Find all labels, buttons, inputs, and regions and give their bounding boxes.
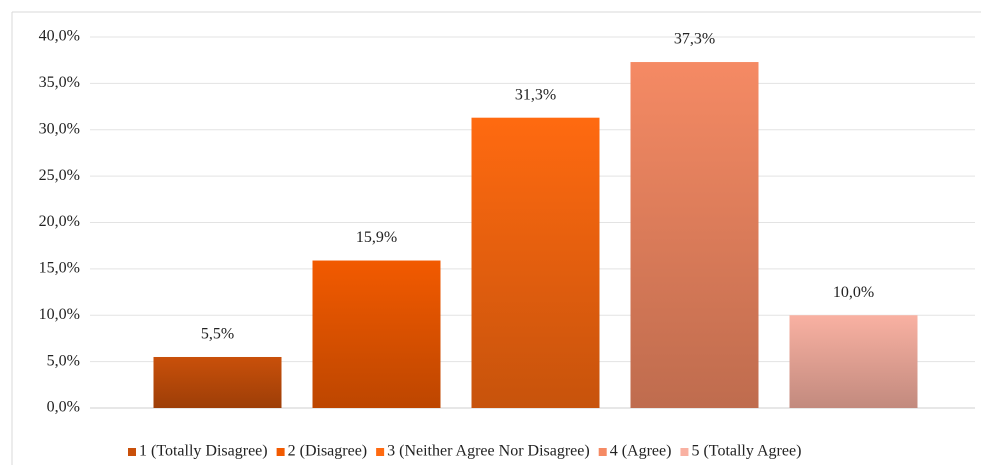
bar: [312, 260, 441, 408]
value-label: 15,9%: [356, 229, 397, 246]
legend-label: 4 (Agree): [610, 443, 672, 460]
y-tick-label: 15,0%: [39, 260, 80, 277]
y-tick-label: 10,0%: [39, 306, 80, 323]
value-label: 31,3%: [515, 86, 556, 103]
bar: [471, 117, 600, 408]
y-tick-label: 35,0%: [39, 74, 80, 91]
y-tick-label: 30,0%: [39, 120, 80, 137]
bar: [789, 315, 918, 408]
legend-swatch: [598, 448, 607, 456]
legend-label: 1 (Totally Disagree): [139, 443, 268, 460]
bar: [630, 62, 759, 408]
legend-swatch: [276, 448, 285, 456]
y-tick-label: 25,0%: [39, 167, 80, 184]
y-tick-label: 0,0%: [47, 399, 80, 416]
legend-swatch: [128, 448, 136, 456]
legend-swatch: [376, 448, 385, 456]
bar: [153, 356, 282, 408]
legend-label: 5 (Totally Agree): [691, 443, 801, 460]
legend-swatch: [680, 448, 689, 456]
legend-label: 2 (Disagree): [288, 443, 368, 460]
value-label: 5,5%: [201, 326, 234, 343]
legend-label: 3 (Neither Agree Nor Disagree): [387, 443, 590, 460]
value-label: 37,3%: [674, 31, 715, 48]
y-tick-label: 5,0%: [47, 352, 80, 369]
y-tick-label: 20,0%: [39, 213, 80, 230]
value-label: 10,0%: [833, 284, 874, 301]
y-tick-label: 40,0%: [39, 28, 80, 45]
